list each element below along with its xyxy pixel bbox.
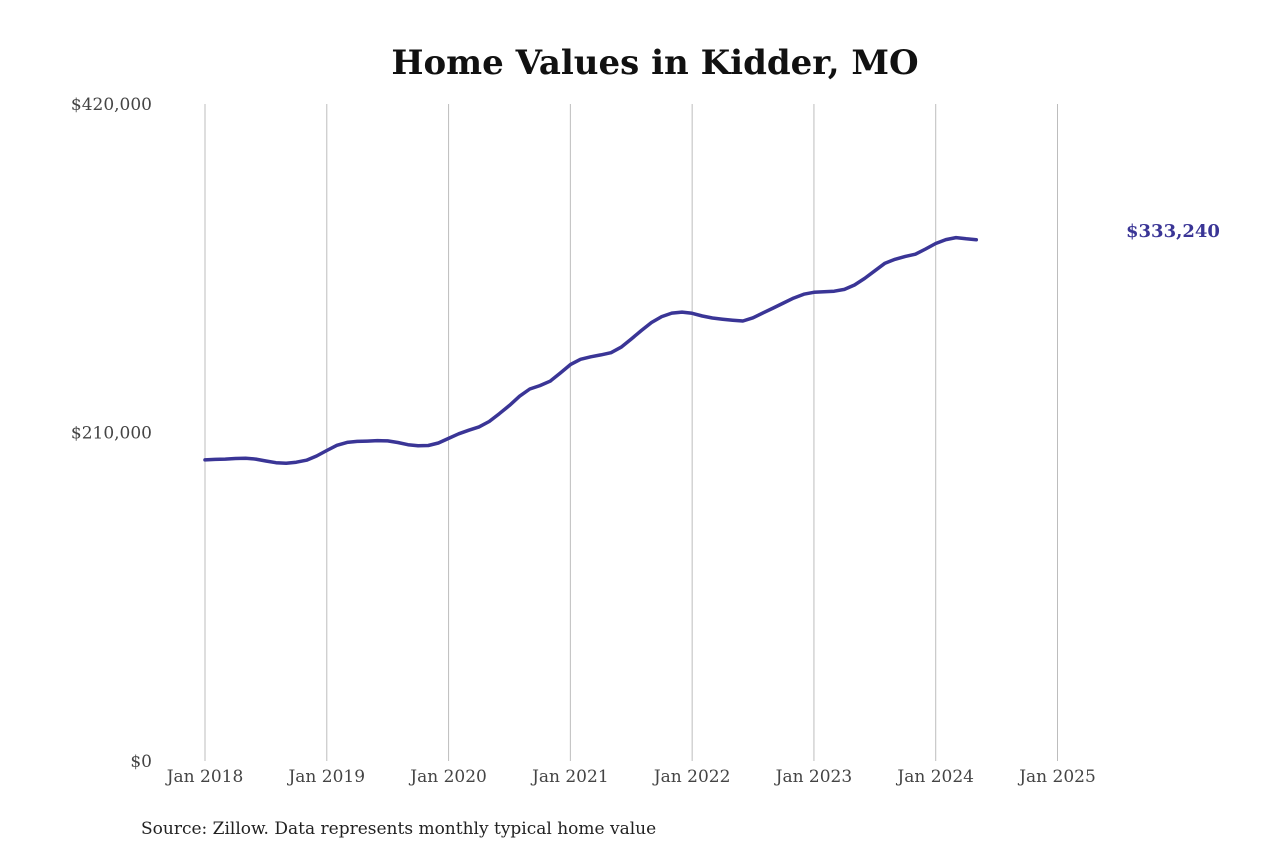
x-tick-label-5: Jan 2023 bbox=[774, 767, 853, 787]
source-note: Source: Zillow. Data represents monthly … bbox=[141, 819, 656, 839]
x-tick-label-4: Jan 2022 bbox=[652, 767, 731, 787]
x-tick-label-0: Jan 2018 bbox=[165, 767, 244, 787]
x-tick-label-3: Jan 2021 bbox=[530, 767, 609, 787]
gridlines bbox=[204, 104, 1058, 761]
chart-title: Home Values in Kidder, MO bbox=[391, 43, 918, 83]
x-tick-label-1: Jan 2019 bbox=[286, 767, 365, 787]
y-tick-label-1: $210,000 bbox=[71, 424, 152, 444]
series-line bbox=[203, 235, 979, 465]
x-tick-label-2: Jan 2020 bbox=[408, 767, 487, 787]
y-tick-label-0: $0 bbox=[130, 752, 152, 772]
x-tick-label-7: Jan 2025 bbox=[1017, 767, 1096, 787]
end-value-label: $333,240 bbox=[1126, 221, 1220, 242]
y-axis-ticks: $0 $210,000 $420,000 bbox=[71, 95, 152, 772]
x-tick-label-6: Jan 2024 bbox=[895, 767, 974, 787]
x-axis-ticks: Jan 2018 Jan 2019 Jan 2020 Jan 2021 Jan 2022… bbox=[165, 767, 1096, 787]
y-tick-label-2: $420,000 bbox=[71, 95, 152, 115]
